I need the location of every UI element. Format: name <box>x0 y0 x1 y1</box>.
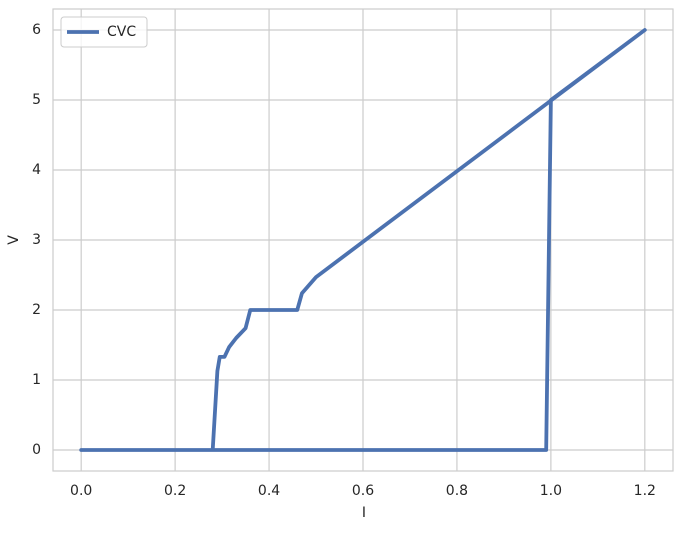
data-line <box>79 28 647 452</box>
y-tick-label: 1 <box>32 372 41 388</box>
y-axis-label: V <box>6 235 22 245</box>
x-tick-label: 0.6 <box>352 483 374 499</box>
y-tick-label: 5 <box>32 92 41 108</box>
x-tick-label: 0.0 <box>70 483 92 499</box>
y-tick-label: 6 <box>32 22 41 38</box>
y-tick-label: 0 <box>32 442 41 458</box>
y-tick-label: 4 <box>32 162 41 178</box>
x-axis-label: I <box>362 505 366 521</box>
legend-label: CVC <box>107 24 136 40</box>
x-tick-label: 0.8 <box>446 483 468 499</box>
legend: CVC <box>60 16 148 48</box>
x-tick-label: 0.4 <box>258 483 280 499</box>
y-tick-label: 2 <box>32 302 41 318</box>
x-tick-label: 1.0 <box>540 483 562 499</box>
x-tick-label: 1.2 <box>634 483 656 499</box>
x-tick-label: 0.2 <box>164 483 186 499</box>
y-tick-label: 3 <box>32 232 41 248</box>
plot-frame <box>52 8 674 472</box>
legend-box <box>60 16 148 48</box>
